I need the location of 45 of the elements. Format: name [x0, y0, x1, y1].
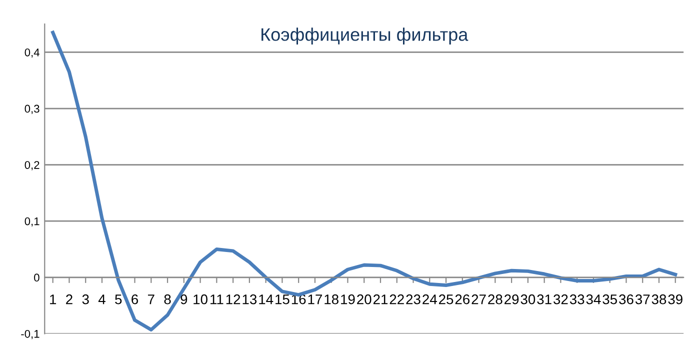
- x-tick-label: 33: [570, 294, 584, 304]
- x-tick-label: 10: [194, 294, 208, 304]
- x-tick-label: 9: [180, 294, 188, 304]
- x-tick-label: 37: [635, 294, 650, 304]
- y-tick-label: 0,2: [24, 161, 40, 170]
- x-tick-label: 20: [357, 294, 372, 304]
- y-tick-label: 0: [34, 274, 40, 282]
- x-tick-label: 2: [66, 294, 72, 304]
- x-tick-label: 19: [341, 294, 355, 304]
- y-tick-label: 0,3: [24, 104, 40, 114]
- x-tick-label: 4: [98, 294, 106, 304]
- x-tick-label: 5: [115, 294, 122, 304]
- x-tick-label: 24: [422, 294, 437, 304]
- x-tick-label: 11: [210, 294, 224, 304]
- x-tick-label: 3: [82, 294, 89, 304]
- x-tick-label: 8: [164, 294, 171, 304]
- x-tick-label: 29: [504, 294, 519, 304]
- x-tick-label: 39: [668, 294, 682, 304]
- x-tick-label: 13: [242, 294, 257, 304]
- x-tick-label: 23: [406, 294, 420, 304]
- x-tick-label: 26: [455, 294, 470, 304]
- y-tick-label: -0,1: [21, 330, 40, 340]
- x-tick-label: 14: [259, 294, 274, 304]
- x-tick-label: 22: [390, 294, 404, 304]
- x-tick-label: 38: [652, 294, 666, 304]
- x-tick-label: 12: [226, 294, 240, 304]
- x-tick-label: 34: [586, 294, 601, 304]
- x-tick-label: 36: [619, 294, 634, 304]
- x-tick-label: 28: [488, 294, 502, 304]
- x-tick-label: 35: [602, 294, 617, 304]
- y-tick-label: 0,4: [24, 48, 40, 58]
- x-tick-label: 18: [324, 294, 338, 304]
- x-tick-label: 17: [308, 294, 322, 304]
- x-tick-label: 21: [373, 294, 388, 304]
- x-tick-label: 31: [537, 294, 552, 304]
- x-tick-label: 6: [132, 294, 138, 304]
- x-tick-label: 1: [50, 294, 56, 304]
- x-tick-label: 32: [554, 294, 568, 304]
- x-tick-label: 30: [520, 294, 536, 304]
- chart-title: Коэффициенты фильтра: [262, 28, 468, 44]
- x-tick-label: 15: [276, 294, 290, 304]
- x-tick-label: 25: [438, 294, 454, 304]
- x-tick-label: 27: [472, 294, 486, 304]
- y-tick-label: 0,1: [24, 217, 40, 227]
- x-tick-label: 7: [148, 294, 154, 304]
